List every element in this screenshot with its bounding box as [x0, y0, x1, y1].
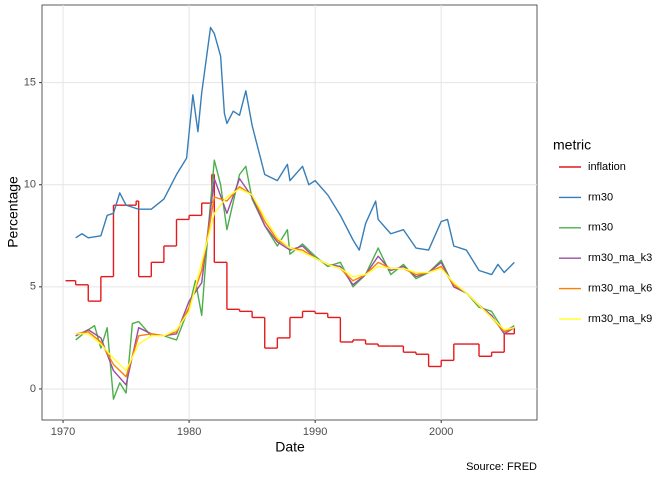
x-tick-label: 2000 — [429, 426, 453, 438]
x-tick-label: 1970 — [51, 426, 75, 438]
legend-title: metric — [553, 137, 591, 153]
y-tick-label: 0 — [30, 383, 36, 395]
y-tick-label: 10 — [24, 179, 36, 191]
series-line — [75, 26, 515, 276]
y-tick-label: 5 — [30, 281, 36, 293]
series-line — [75, 188, 515, 372]
x-axis-title: Date — [275, 439, 305, 455]
legend-label: inflation — [588, 161, 626, 173]
series-line — [75, 177, 515, 386]
legend-label: rm30_ma_k6 — [588, 283, 652, 295]
x-tick-label: 1990 — [303, 426, 327, 438]
caption: Source: FRED — [466, 461, 537, 473]
legend-label: rm30 — [588, 191, 613, 203]
y-axis-title: Percentage — [5, 176, 21, 248]
y-tick-label: 15 — [24, 77, 36, 89]
series-line — [75, 186, 515, 378]
legend-label: rm30 — [588, 222, 613, 234]
x-tick-label: 1980 — [177, 426, 201, 438]
legend-label: rm30_ma_k3 — [588, 252, 652, 264]
panel — [41, 4, 538, 421]
legend-label: rm30_ma_k9 — [588, 313, 652, 325]
